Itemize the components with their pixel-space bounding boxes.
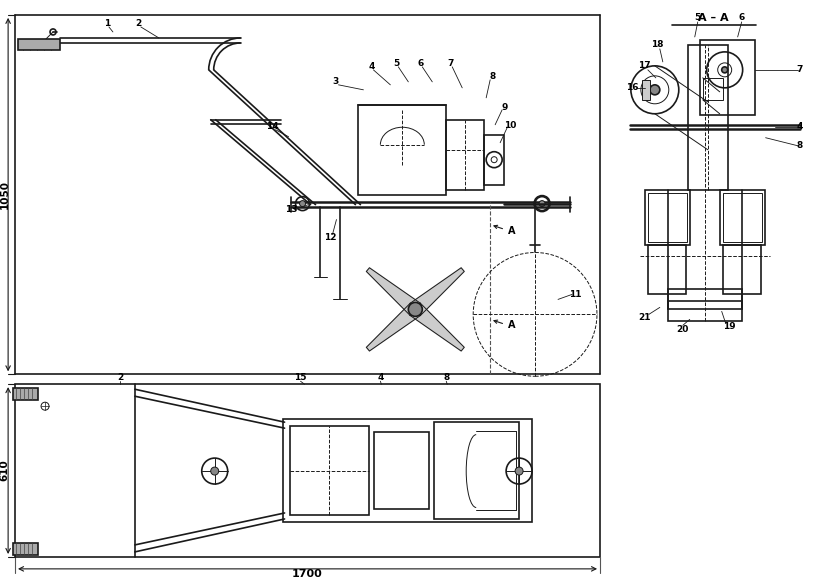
Bar <box>283 419 532 522</box>
Circle shape <box>515 467 523 475</box>
Text: 10: 10 <box>504 121 517 130</box>
Text: 7: 7 <box>447 59 453 68</box>
Text: A: A <box>508 226 516 235</box>
Text: 12: 12 <box>324 233 337 242</box>
Polygon shape <box>410 268 464 316</box>
Circle shape <box>650 85 660 95</box>
Text: 7: 7 <box>796 66 803 74</box>
Bar <box>703 78 723 100</box>
Text: 16: 16 <box>625 84 638 92</box>
Bar <box>374 432 429 509</box>
Bar <box>648 245 686 295</box>
Bar <box>700 40 755 115</box>
Text: 17: 17 <box>638 61 650 70</box>
Text: 21: 21 <box>639 313 651 322</box>
Text: 6: 6 <box>738 13 745 23</box>
Bar <box>645 190 690 245</box>
Bar <box>667 302 742 321</box>
Text: 8: 8 <box>797 141 803 150</box>
Text: 4: 4 <box>796 122 803 131</box>
Circle shape <box>211 467 218 475</box>
Circle shape <box>539 201 545 206</box>
Bar <box>434 422 519 519</box>
Bar <box>667 289 742 309</box>
Bar <box>358 105 447 195</box>
Text: 13: 13 <box>285 205 297 214</box>
Bar <box>289 426 369 515</box>
Text: 19: 19 <box>723 322 736 331</box>
Text: 3: 3 <box>332 77 339 86</box>
Text: 4: 4 <box>377 373 383 382</box>
Polygon shape <box>410 303 464 351</box>
Bar <box>447 119 485 190</box>
Polygon shape <box>367 268 420 316</box>
Text: 11: 11 <box>569 290 581 299</box>
Bar <box>723 193 761 241</box>
Bar <box>688 45 728 190</box>
Circle shape <box>300 201 306 206</box>
Text: 8: 8 <box>443 373 449 382</box>
Text: 5: 5 <box>393 59 400 68</box>
Bar <box>719 190 765 245</box>
Text: 9: 9 <box>502 103 508 113</box>
Circle shape <box>409 302 422 316</box>
Text: 6: 6 <box>417 59 424 68</box>
Text: A – A: A – A <box>699 13 729 23</box>
Bar <box>18 39 60 50</box>
Text: 2: 2 <box>117 373 123 382</box>
Bar <box>485 135 504 184</box>
Text: A: A <box>508 320 516 331</box>
Bar <box>15 384 600 557</box>
Text: 1050: 1050 <box>0 180 10 209</box>
Bar <box>13 543 38 555</box>
Text: 8: 8 <box>489 72 495 81</box>
Text: 20: 20 <box>677 325 689 334</box>
Bar <box>648 193 686 241</box>
Bar <box>723 245 761 295</box>
Bar <box>642 80 650 100</box>
Circle shape <box>722 67 728 73</box>
Text: 1700: 1700 <box>293 569 323 579</box>
Text: 610: 610 <box>0 460 9 481</box>
Text: 2: 2 <box>136 20 142 28</box>
Bar <box>13 388 38 400</box>
Text: 5: 5 <box>695 13 701 23</box>
Text: 14: 14 <box>266 122 279 131</box>
Text: 1: 1 <box>104 20 110 28</box>
Polygon shape <box>367 303 420 351</box>
Text: 18: 18 <box>651 41 663 49</box>
Text: 4: 4 <box>368 63 375 71</box>
Text: 15: 15 <box>294 373 307 382</box>
